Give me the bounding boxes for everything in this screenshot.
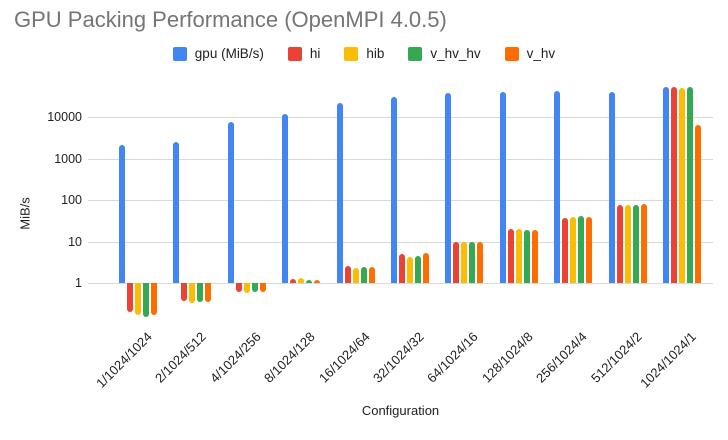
bar-v-hv-hv-512-1024-2[interactable] <box>632 205 639 283</box>
gridline <box>88 241 713 243</box>
bar-v-hv-hv-256-1024-4[interactable] <box>578 215 585 283</box>
bar-hib-128-1024-8[interactable] <box>515 229 522 283</box>
x-tick-label-512-1024-2: 512/1024/2 <box>587 329 645 386</box>
y-tick-label: 1000 <box>54 151 82 166</box>
bar-hi-512-1024-2[interactable] <box>616 204 623 283</box>
bar-gpu-mib-s-1024-1024-1[interactable] <box>663 87 669 283</box>
bar-v-hv-hv-64-1024-16[interactable] <box>469 241 476 283</box>
bar-v-hv-hv-128-1024-8[interactable] <box>523 229 530 283</box>
bar-hi-64-1024-16[interactable] <box>453 241 460 283</box>
bar-v-hv-8-1024-128[interactable] <box>314 279 321 283</box>
chart-legend: gpu (MiB/s) hi hib v_hv_hv v_hv <box>0 46 728 61</box>
x-tick-label-8-1024-128: 8/1024/128 <box>261 329 318 386</box>
bar-v-hv-hv-4-1024-256[interactable] <box>251 283 258 293</box>
legend-label: hib <box>366 46 385 61</box>
legend-swatch-icon <box>344 46 359 61</box>
legend-item-hib[interactable]: hib <box>344 46 384 61</box>
x-tick-label-32-1024-32: 32/1024/32 <box>369 329 427 386</box>
legend-label: hi <box>309 46 321 61</box>
bar-v-hv-32-1024-32[interactable] <box>423 253 429 283</box>
y-tick-label: 10000 <box>47 110 82 124</box>
bar-v-hv-2-1024-512[interactable] <box>205 283 212 303</box>
legend-label: v_hv_hv <box>430 46 481 61</box>
bar-hib-8-1024-128[interactable] <box>298 278 305 283</box>
y-axis-title: MiB/s <box>17 197 33 230</box>
bar-v-hv-hv-1024-1024-1[interactable] <box>687 86 693 283</box>
bar-gpu-mib-s-64-1024-16[interactable] <box>445 93 452 283</box>
bar-gpu-mib-s-32-1024-32[interactable] <box>391 96 397 283</box>
legend-swatch-icon <box>172 46 187 61</box>
y-tick-label: 10 <box>68 234 82 249</box>
bar-v-hv-1-1024-1024[interactable] <box>151 283 157 315</box>
bar-hib-1-1024-1024[interactable] <box>135 283 141 315</box>
bar-gpu-mib-s-512-1024-2[interactable] <box>608 91 615 283</box>
bar-hi-2-1024-512[interactable] <box>181 283 188 302</box>
bar-v-hv-16-1024-64[interactable] <box>368 267 375 283</box>
legend-swatch-icon <box>408 46 423 61</box>
bar-v-hv-512-1024-2[interactable] <box>640 204 647 283</box>
legend-swatch-icon <box>504 46 519 61</box>
bar-gpu-mib-s-8-1024-128[interactable] <box>282 113 289 283</box>
bar-v-hv-256-1024-4[interactable] <box>586 216 593 283</box>
x-tick-label-2-1024-512: 2/1024/512 <box>152 329 210 386</box>
gridline <box>88 200 713 201</box>
x-axis-title: Configuration <box>361 403 440 418</box>
bar-hi-128-1024-8[interactable] <box>507 229 514 283</box>
x-tick-label-1024-1024-1: 1024/1024/1 <box>636 329 699 391</box>
bar-v-hv-hv-16-1024-64[interactable] <box>360 267 367 283</box>
x-tick-label-1-1024-1024: 1/1024/1024 <box>92 329 155 391</box>
bar-gpu-mib-s-16-1024-64[interactable] <box>336 102 343 283</box>
legend-item-v-hv-hv[interactable]: v_hv_hv <box>408 46 481 61</box>
bar-gpu-mib-s-1-1024-1024[interactable] <box>119 145 125 283</box>
bar-hi-256-1024-4[interactable] <box>562 218 569 283</box>
legend-item-gpu-mib-s[interactable]: gpu (MiB/s) <box>172 46 264 61</box>
bar-v-hv-hv-8-1024-128[interactable] <box>306 279 313 283</box>
bar-gpu-mib-s-128-1024-8[interactable] <box>499 91 506 283</box>
legend-label: gpu (MiB/s) <box>194 46 264 61</box>
bar-v-hv-64-1024-16[interactable] <box>477 241 484 283</box>
gridline <box>88 117 713 118</box>
bar-hib-16-1024-64[interactable] <box>352 267 359 283</box>
y-tick-label: 100 <box>61 193 82 207</box>
bar-v-hv-1024-1024-1[interactable] <box>695 124 701 283</box>
bar-v-hv-128-1024-8[interactable] <box>531 229 538 283</box>
bar-hi-8-1024-128[interactable] <box>290 278 297 283</box>
x-tick-label-64-1024-16: 64/1024/16 <box>424 329 482 386</box>
bar-hib-256-1024-4[interactable] <box>570 216 577 283</box>
bar-gpu-mib-s-256-1024-4[interactable] <box>554 90 561 283</box>
x-tick-label-16-1024-64: 16/1024/64 <box>315 329 373 386</box>
x-tick-label-128-1024-8: 128/1024/8 <box>478 329 536 386</box>
legend-swatch-icon <box>287 46 302 61</box>
gridline <box>88 158 713 160</box>
bar-hi-1024-1024-1[interactable] <box>671 86 677 283</box>
legend-item-hi[interactable]: hi <box>287 46 321 61</box>
bar-v-hv-4-1024-256[interactable] <box>259 283 266 293</box>
bar-hib-1024-1024-1[interactable] <box>679 87 685 283</box>
bar-v-hv-hv-32-1024-32[interactable] <box>415 256 421 283</box>
bar-hi-16-1024-64[interactable] <box>344 266 351 283</box>
x-tick-label-256-1024-4: 256/1024/4 <box>533 329 590 386</box>
bar-v-hv-hv-1-1024-1024[interactable] <box>143 283 149 318</box>
x-tick-label-4-1024-256: 4/1024/256 <box>206 329 264 386</box>
bar-hib-2-1024-512[interactable] <box>189 283 196 303</box>
bar-hib-512-1024-2[interactable] <box>624 205 631 283</box>
bar-gpu-mib-s-4-1024-256[interactable] <box>227 121 234 283</box>
y-tick-label: 1 <box>75 276 82 290</box>
bar-v-hv-hv-2-1024-512[interactable] <box>197 283 204 302</box>
bar-hi-32-1024-32[interactable] <box>399 254 405 283</box>
bar-hib-4-1024-256[interactable] <box>243 283 250 293</box>
bar-hib-64-1024-16[interactable] <box>461 242 468 283</box>
legend-item-v-hv[interactable]: v_hv <box>504 46 556 61</box>
bar-gpu-mib-s-2-1024-512[interactable] <box>173 141 180 283</box>
legend-label: v_hv <box>526 46 556 61</box>
gridline <box>88 283 713 284</box>
chart-title: GPU Packing Performance (OpenMPI 4.0.5) <box>14 7 447 32</box>
bar-hi-1-1024-1024[interactable] <box>127 283 133 312</box>
bar-hi-4-1024-256[interactable] <box>235 283 242 293</box>
bar-hib-32-1024-32[interactable] <box>407 256 413 283</box>
